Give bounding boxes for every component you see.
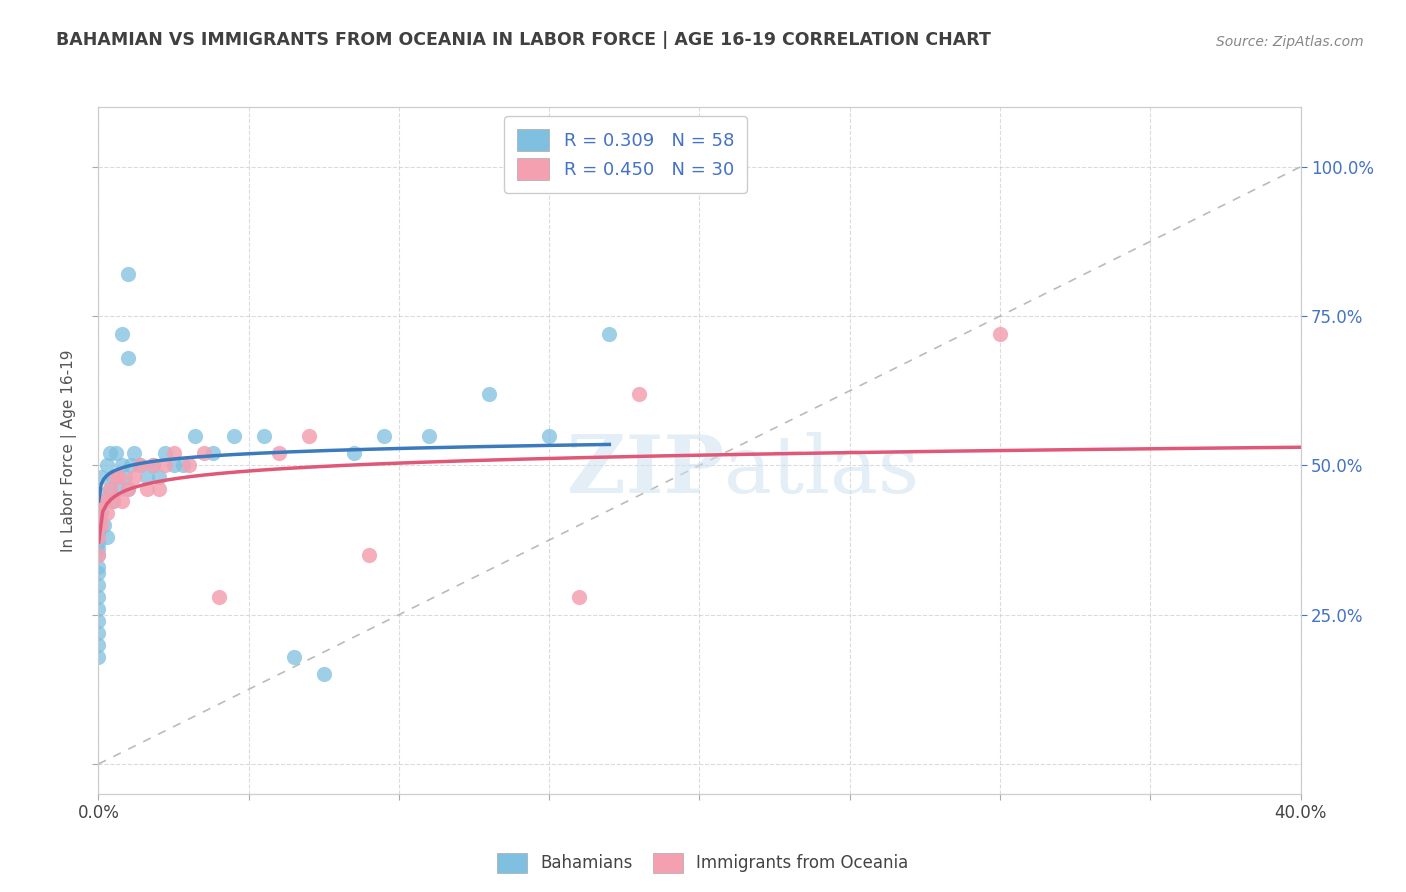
Point: [148, 483, 170, 497]
Point: [87, 518, 110, 533]
Point: [373, 428, 395, 442]
Point: [90, 488, 112, 502]
Point: [87, 524, 110, 538]
Point: [628, 386, 651, 401]
Point: [87, 500, 110, 515]
Legend: Bahamians, Immigrants from Oceania: Bahamians, Immigrants from Oceania: [491, 847, 915, 880]
Point: [117, 267, 139, 281]
Point: [135, 483, 157, 497]
Point: [87, 548, 110, 562]
Point: [87, 494, 110, 508]
Point: [108, 470, 131, 484]
Point: [312, 667, 335, 681]
Point: [103, 494, 125, 508]
Point: [87, 625, 110, 640]
Point: [87, 548, 110, 562]
Point: [87, 578, 110, 592]
Point: [90, 518, 112, 533]
Point: [193, 446, 215, 460]
Point: [87, 530, 110, 544]
Text: Source: ZipAtlas.com: Source: ZipAtlas.com: [1216, 35, 1364, 49]
Point: [87, 560, 110, 574]
Point: [87, 530, 110, 544]
Point: [87, 614, 110, 628]
Point: [121, 458, 143, 473]
Point: [201, 446, 224, 460]
Point: [208, 590, 231, 604]
Point: [153, 446, 176, 460]
Point: [283, 649, 305, 664]
Point: [103, 494, 125, 508]
Point: [108, 483, 131, 497]
Point: [93, 494, 115, 508]
Legend: R = 0.309   N = 58, R = 0.450   N = 30: R = 0.309 N = 58, R = 0.450 N = 30: [505, 116, 747, 193]
Point: [96, 506, 118, 520]
Point: [124, 470, 146, 484]
Point: [117, 351, 139, 365]
Point: [93, 518, 115, 533]
Point: [103, 470, 125, 484]
Point: [267, 446, 290, 460]
Point: [87, 601, 110, 615]
Point: [96, 530, 118, 544]
Point: [418, 428, 440, 442]
Point: [87, 506, 110, 520]
Point: [87, 536, 110, 550]
Point: [100, 446, 122, 460]
Point: [988, 326, 1011, 341]
Point: [87, 649, 110, 664]
Point: [87, 541, 110, 556]
Point: [148, 470, 170, 484]
Point: [87, 566, 110, 580]
Point: [129, 458, 152, 473]
Point: [111, 494, 134, 508]
Point: [478, 386, 501, 401]
Point: [105, 470, 128, 484]
Point: [172, 458, 194, 473]
Text: atlas: atlas: [724, 432, 918, 510]
Point: [162, 446, 184, 460]
Point: [111, 458, 134, 473]
Point: [538, 428, 561, 442]
Point: [343, 446, 366, 460]
Text: BAHAMIAN VS IMMIGRANTS FROM OCEANIA IN LABOR FORCE | AGE 16-19 CORRELATION CHART: BAHAMIAN VS IMMIGRANTS FROM OCEANIA IN L…: [56, 31, 991, 49]
Point: [111, 326, 134, 341]
Point: [114, 470, 136, 484]
Point: [129, 458, 152, 473]
Point: [153, 458, 176, 473]
Point: [141, 458, 163, 473]
Point: [87, 590, 110, 604]
Point: [162, 458, 184, 473]
Point: [141, 458, 163, 473]
Point: [100, 483, 122, 497]
Point: [87, 518, 110, 533]
Text: ZIP: ZIP: [567, 432, 724, 510]
Point: [87, 494, 110, 508]
Point: [117, 483, 139, 497]
Point: [357, 548, 380, 562]
Point: [87, 506, 110, 520]
Point: [222, 428, 245, 442]
Point: [177, 458, 200, 473]
Point: [253, 428, 276, 442]
Point: [105, 446, 128, 460]
Point: [117, 483, 139, 497]
Point: [568, 590, 591, 604]
Point: [135, 470, 157, 484]
Point: [87, 638, 110, 652]
Point: [96, 458, 118, 473]
Point: [93, 494, 115, 508]
Point: [100, 483, 122, 497]
Y-axis label: In Labor Force | Age 16-19: In Labor Force | Age 16-19: [60, 349, 77, 552]
Point: [183, 428, 205, 442]
Point: [298, 428, 321, 442]
Point: [598, 326, 620, 341]
Point: [90, 506, 112, 520]
Point: [90, 470, 112, 484]
Point: [124, 446, 146, 460]
